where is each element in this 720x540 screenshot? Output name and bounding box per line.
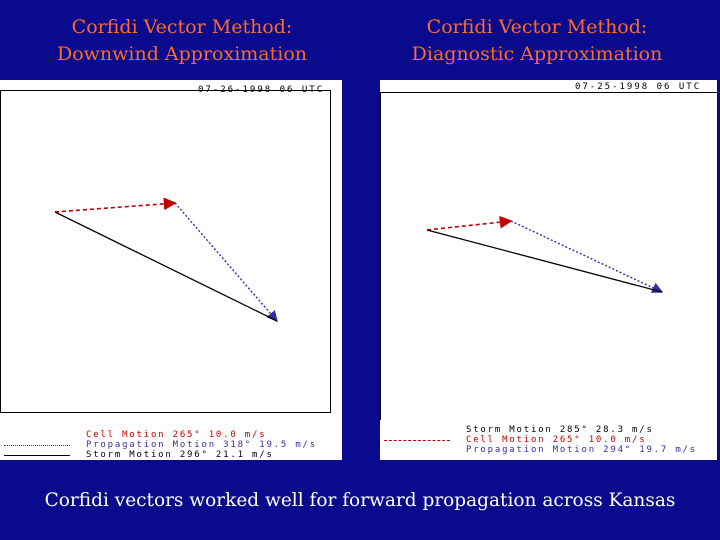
right-legend-row: Propagation Motion 294° 19.7 m/s xyxy=(380,445,717,455)
left-legend-dotted-line xyxy=(4,445,70,446)
right-cell-motion-vector xyxy=(426,215,513,231)
slide-caption: Corfidi vectors worked well for forward … xyxy=(44,490,676,511)
right-title-line2: Diagnostic Approximation xyxy=(411,43,663,65)
left-vector-plot xyxy=(0,90,331,413)
left-legend-solid-line xyxy=(4,455,70,456)
left-storm-motion-vector xyxy=(54,211,278,322)
left-legend-row: Propagation Motion 318° 19.5 m/s xyxy=(0,440,342,450)
left-plot-frame xyxy=(0,90,331,413)
left-cell-motion-vector xyxy=(54,197,177,213)
right-legend-cell-motion: Cell Motion 265° 10.0 m/s xyxy=(466,435,647,445)
right-legend: Storm Motion 285° 28.3 m/s Cell Motion 2… xyxy=(380,425,717,455)
right-legend-dashed-line xyxy=(384,440,450,441)
diagnostic-hodograph-panel: 07-25-1998 06 UTC Storm Motion 285° 28.3… xyxy=(380,80,717,460)
right-timestamp: 07-25-1998 06 UTC xyxy=(575,82,702,92)
left-legend-propagation-motion: Propagation Motion 318° 19.5 m/s xyxy=(86,440,317,450)
left-legend-cell-motion: Cell Motion 265° 10.0 m/s xyxy=(86,430,267,440)
left-legend-row: Storm Motion 296° 21.1 m/s xyxy=(0,450,342,460)
right-vector-plot xyxy=(380,92,717,420)
left-title-line2: Downwind Approximation xyxy=(56,43,308,65)
left-propagation-vector xyxy=(174,202,278,323)
left-legend-row: Cell Motion 265° 10.0 m/s xyxy=(0,430,342,440)
left-panel-title: Corfidi Vector Method: Downwind Approxim… xyxy=(6,14,358,68)
right-storm-motion-vector xyxy=(426,229,663,293)
right-propagation-vector xyxy=(510,220,664,293)
right-title-line1: Corfidi Vector Method: xyxy=(426,16,648,38)
right-legend-row: Cell Motion 265° 10.0 m/s xyxy=(380,435,717,445)
right-legend-propagation-motion: Propagation Motion 294° 19.7 m/s xyxy=(466,445,697,455)
left-title-line1: Corfidi Vector Method: xyxy=(71,16,293,38)
left-legend: Cell Motion 265° 10.0 m/s Propagation Mo… xyxy=(0,430,342,460)
downwind-hodograph-panel: 07-26-1998 06 UTC Cell Motion 265° 10.0 … xyxy=(0,80,342,460)
right-legend-storm-motion: Storm Motion 285° 28.3 m/s xyxy=(466,425,654,435)
left-legend-storm-motion: Storm Motion 296° 21.1 m/s xyxy=(86,450,274,460)
right-legend-row: Storm Motion 285° 28.3 m/s xyxy=(380,425,717,435)
right-panel-title: Corfidi Vector Method: Diagnostic Approx… xyxy=(364,14,710,68)
